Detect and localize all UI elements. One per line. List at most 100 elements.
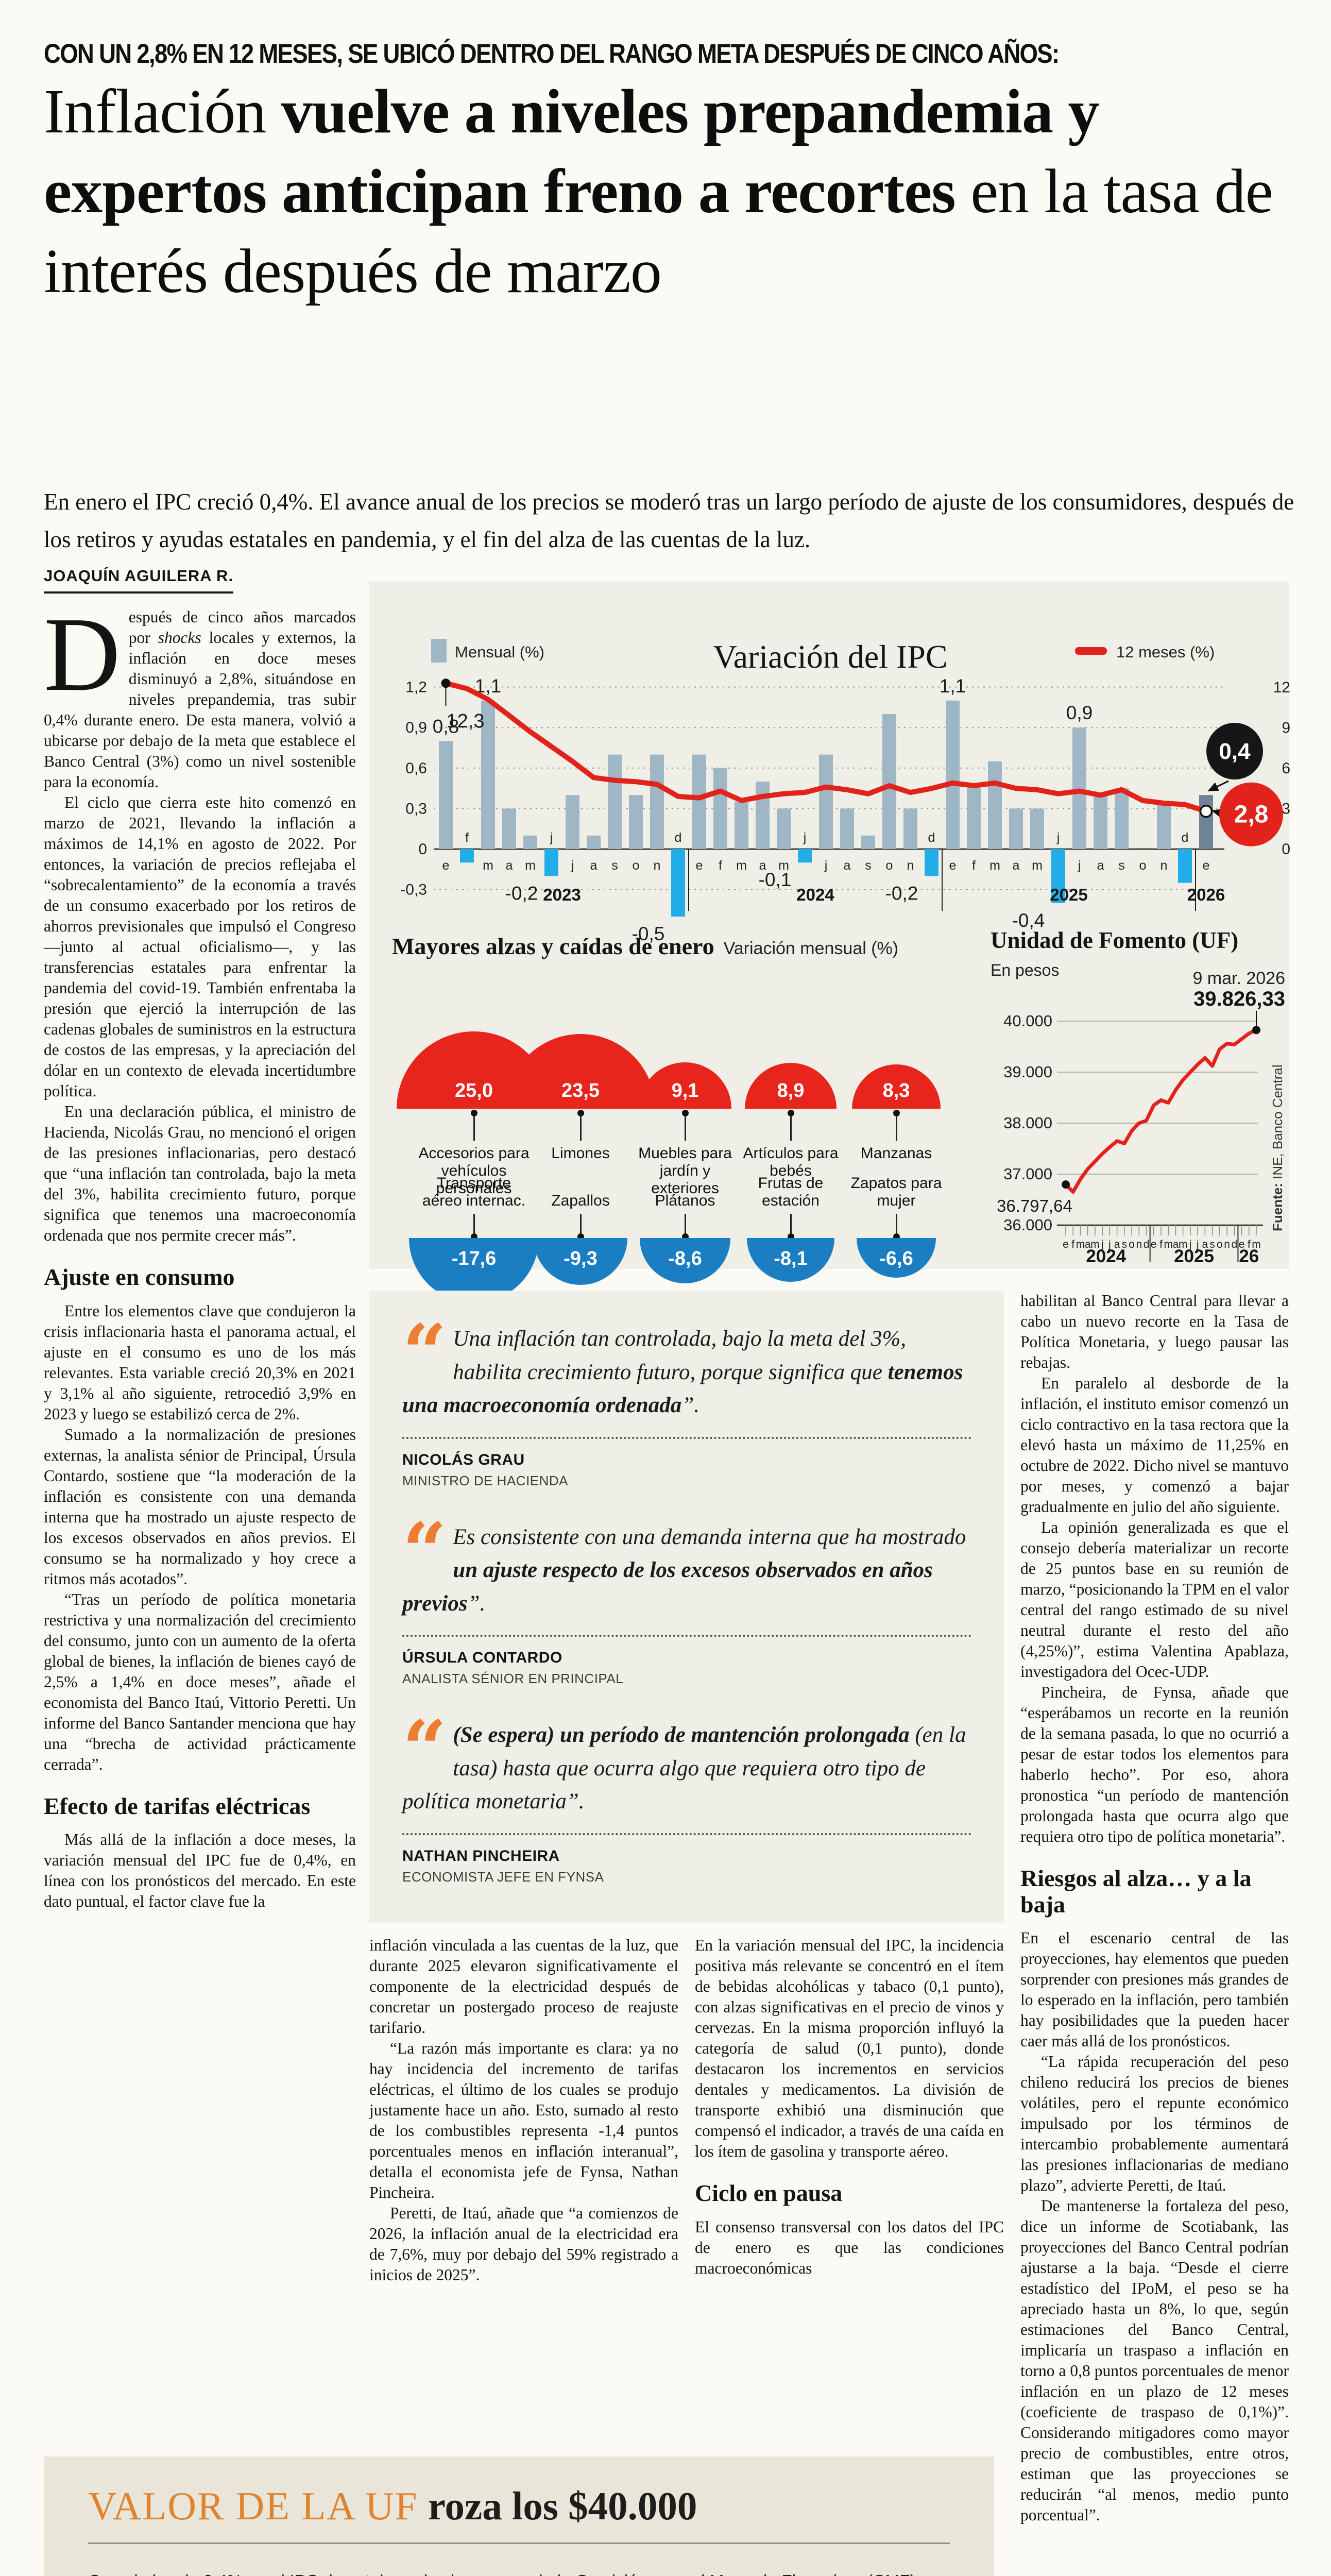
svg-text:m: m <box>1252 1239 1261 1250</box>
quote-mark-icon: “ <box>402 1505 447 1597</box>
decliner-value: -17,6 <box>451 1248 497 1269</box>
svg-text:f: f <box>465 831 469 845</box>
gainer-dot <box>470 1110 477 1116</box>
uf-box-title-highlight: VALOR DE LA UF <box>88 2484 418 2528</box>
decliner-stem <box>895 1214 897 1235</box>
svg-text:m: m <box>525 858 536 873</box>
svg-text:j: j <box>1196 1239 1199 1250</box>
svg-text:1,1: 1,1 <box>940 675 966 697</box>
svg-text:12: 12 <box>1273 679 1290 696</box>
movers-title: Mayores alzas y caídas de enero <box>392 933 714 959</box>
svg-text:s: s <box>1209 1239 1215 1250</box>
svg-text:j: j <box>1078 858 1081 873</box>
svg-text:f: f <box>1071 1239 1074 1250</box>
svg-text:0: 0 <box>418 841 427 858</box>
decliner-value: -6,6 <box>879 1248 913 1269</box>
svg-text:36.000: 36.000 <box>1003 1216 1052 1234</box>
uf-box-column-b: de la Comisión para el Mercado Financier… <box>533 2569 931 2576</box>
column-paragraph: De mantenerse la fortaleza del peso, dic… <box>1020 2197 1289 2524</box>
column-subhead: Ajuste en consumo <box>44 1264 235 1290</box>
gainer-value: 23,5 <box>561 1080 600 1101</box>
svg-text:-0,5: -0,5 <box>632 923 665 944</box>
column-paragraph: Entre los elementos clave que condujeron… <box>44 1301 356 1423</box>
gainer-stem <box>895 1116 897 1141</box>
gainer-stem <box>790 1116 792 1141</box>
svg-text:26: 26 <box>1239 1246 1259 1266</box>
svg-text:39.000: 39.000 <box>1003 1063 1052 1081</box>
svg-text:f: f <box>1159 1239 1163 1250</box>
quote-author: NATHAN PINCHEIRA <box>402 1847 560 1865</box>
decliner-label: Zapatos para mujer <box>850 1175 942 1210</box>
column-paragraph: El consenso transversal con los datos de… <box>695 2217 1004 2277</box>
pull-quotes-panel: “Una inflación tan controlada, bajo la m… <box>369 1291 1004 1923</box>
quote-author-role: MINISTRO DE HACIENDA <box>402 1472 569 1488</box>
svg-text:m: m <box>989 858 1000 873</box>
column-paragraph: habilitan al Banco Central para llevar a… <box>1020 1292 1289 1371</box>
gainer-value: 25,0 <box>455 1080 493 1101</box>
uf-value-box: VALOR DE LA UF roza los $40.000 Con el a… <box>44 2456 994 2576</box>
svg-text:m: m <box>1164 1239 1173 1250</box>
uf-chart-svg: Unidad de Fomento (UF) En pesos 40.000 39.0… <box>991 927 1285 1266</box>
decliner-value: -8,6 <box>668 1248 702 1269</box>
svg-text:38.000: 38.000 <box>1003 1114 1052 1132</box>
svg-text:a: a <box>1114 1239 1120 1250</box>
pull-quote: “(Se espera) un período de mantención pr… <box>402 1704 971 1885</box>
svg-text:f: f <box>719 858 722 873</box>
ipc-variation-chart: 1,2 0,9 0,6 0,3 0 -0,3 12 9 6 3 0 Variación del IPC… <box>369 581 1291 944</box>
ipc-chart-svg: 1,2 0,9 0,6 0,3 0 -0,3 12 9 6 3 0 Variación del IPC… <box>400 638 1290 944</box>
svg-text:Fuente: INE, Banco Central: Fuente: INE, Banco Central <box>1270 1064 1285 1231</box>
column-paragraph: Pincheira, de Fynsa, añade que “esperába… <box>1020 1683 1289 1845</box>
decliner-value: -9,3 <box>564 1248 598 1269</box>
quote-text: “(Se espera) un período de mantención pr… <box>402 1704 971 1835</box>
column-paragraph: En el escenario central de las proyeccio… <box>1020 1929 1289 2050</box>
drop-cap: D <box>44 595 121 713</box>
svg-text:-0,1: -0,1 <box>759 869 792 890</box>
svg-text:9 mar. 2026: 9 mar. 2026 <box>1192 969 1285 988</box>
column-subhead: Riesgos al alza… y a la baja <box>1020 1865 1252 1918</box>
svg-text:j: j <box>571 858 574 873</box>
gainer-label: Artículos para bebés <box>743 1145 839 1179</box>
svg-text:m: m <box>778 858 789 873</box>
gainer-value: 8,9 <box>777 1080 805 1101</box>
gainer-stem <box>473 1116 475 1141</box>
svg-text:d: d <box>675 831 682 845</box>
svg-text:j: j <box>1189 1239 1192 1250</box>
svg-text:0: 0 <box>1282 841 1290 858</box>
svg-text:-0,4: -0,4 <box>1012 910 1045 931</box>
svg-text:2025: 2025 <box>1174 1246 1214 1266</box>
decliner-value: -8,1 <box>774 1248 808 1269</box>
quote-mark-icon: “ <box>402 1308 447 1398</box>
svg-text:e: e <box>949 858 957 873</box>
uf-box-title-rest: roza los $40.000 <box>418 2484 697 2528</box>
svg-text:n: n <box>1161 858 1168 873</box>
quote-mark-icon: “ <box>402 1704 447 1794</box>
svg-text:-0,3: -0,3 <box>400 882 427 899</box>
svg-text:o: o <box>1217 1239 1223 1250</box>
byline: JOAQUÍN AGUILERA R. <box>44 567 234 594</box>
gainer-dot <box>893 1110 900 1116</box>
svg-text:s: s <box>1118 858 1125 873</box>
article-column-4: habilitan al Banco Central para llevar a… <box>1020 1291 1289 2526</box>
svg-text:3: 3 <box>1282 801 1290 818</box>
pull-quote: “Es consistente con una demanda interna … <box>402 1505 971 1687</box>
svg-text:2024: 2024 <box>1086 1246 1126 1266</box>
svg-text:0,4: 0,4 <box>1219 739 1251 764</box>
column-subhead: Ciclo en pausa <box>695 2180 843 2206</box>
svg-text:d: d <box>1144 1239 1150 1250</box>
gainer-stem <box>684 1116 686 1141</box>
gainer-label: Limones <box>551 1145 610 1162</box>
uf-box-column-a: Con el alza de 0,4% en el IPC de octubre… <box>88 2569 486 2576</box>
quote-author-role: ECONOMISTA JEFE EN FYNSA <box>402 1869 604 1885</box>
headline: Inflación vuelve a niveles prepandemia y… <box>44 77 1273 306</box>
decliner-label: Zapallos <box>551 1192 610 1210</box>
svg-text:j: j <box>824 858 828 873</box>
svg-text:-0,2: -0,2 <box>505 883 538 904</box>
decliner-stem <box>473 1214 475 1235</box>
decliner-label: Frutas de estación <box>758 1175 824 1210</box>
svg-text:j: j <box>803 831 807 845</box>
svg-text:m: m <box>736 858 747 873</box>
svg-text:a: a <box>506 858 513 873</box>
svg-text:0,9: 0,9 <box>405 719 427 736</box>
